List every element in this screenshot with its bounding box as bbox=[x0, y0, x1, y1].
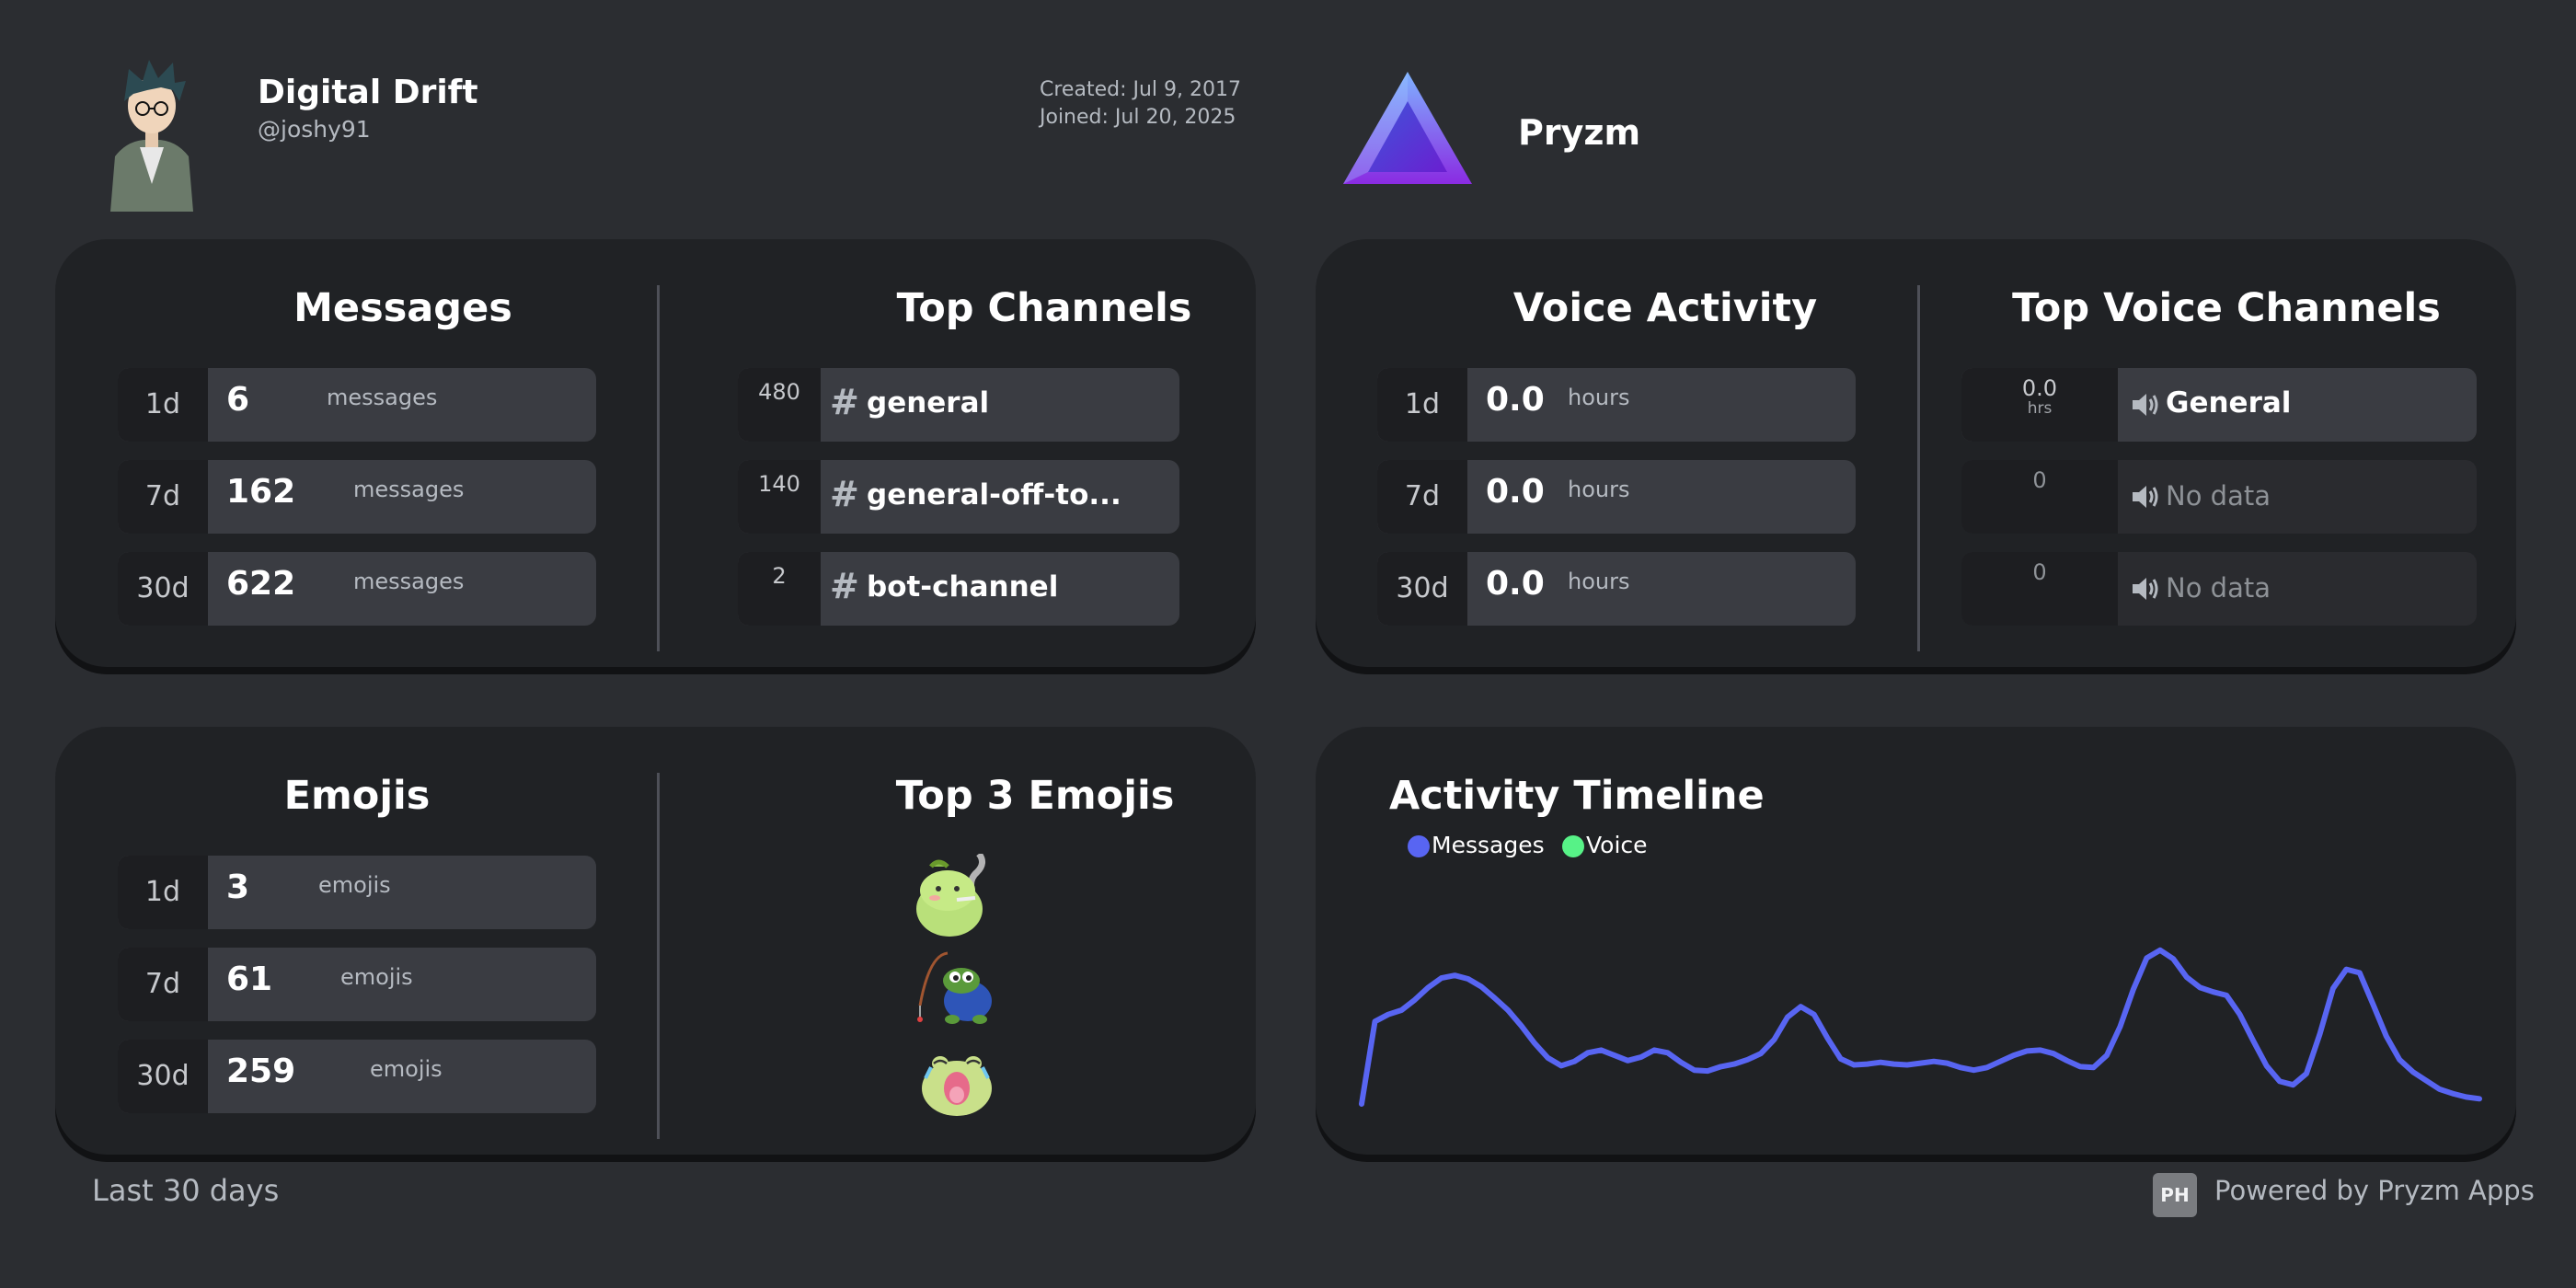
created-date: Created: Jul 9, 2017 bbox=[1040, 78, 1241, 101]
section-divider bbox=[1917, 285, 1920, 651]
hash-icon: # bbox=[830, 474, 859, 514]
emojis-row-30d: 30d 259 emojis bbox=[118, 1040, 596, 1113]
unit-label: emojis bbox=[318, 872, 391, 898]
emojis-row-1d: 1d 3 emojis bbox=[118, 856, 596, 929]
voice-channel-name: General bbox=[2166, 386, 2292, 420]
voice-hours: 0.0 bbox=[1486, 565, 1545, 603]
messages-card: Messages 1d 6 messages 7d 162 messages 3… bbox=[55, 239, 1256, 667]
activity-timeline-chart bbox=[1359, 947, 2482, 1107]
voice-title: Voice Activity bbox=[1512, 285, 1818, 331]
fishing-pepe-emoji-icon bbox=[917, 951, 992, 1024]
hours-unit: hrs bbox=[2027, 399, 2053, 418]
timeline-title: Activity Timeline bbox=[1389, 773, 1765, 819]
smoking-frog-emoji-icon bbox=[916, 854, 985, 937]
channel-name: general bbox=[867, 386, 990, 420]
channel-name: bot-channel bbox=[867, 570, 1059, 604]
voice-card: Voice Activity 1d 0.0 hours 7d 0.0 hours… bbox=[1316, 239, 2516, 667]
top-voice-channels-title: Top Voice Channels bbox=[2012, 285, 2441, 331]
unit-label: messages bbox=[353, 569, 465, 594]
section-divider bbox=[657, 773, 660, 1139]
message-count: 622 bbox=[226, 565, 296, 603]
unit-label: messages bbox=[327, 385, 438, 410]
channel-count: 480 bbox=[738, 368, 821, 442]
messages-legend-label: Messages bbox=[1432, 832, 1545, 858]
messages-row-7d: 7d 162 messages bbox=[118, 460, 596, 534]
unit-label: emojis bbox=[340, 964, 413, 990]
server-logo-icon bbox=[1339, 69, 1477, 189]
messages-row-1d: 1d 6 messages bbox=[118, 368, 596, 442]
period-label: 1d bbox=[1377, 368, 1467, 442]
voice-legend-label: Voice bbox=[1586, 832, 1648, 858]
voice-channel-hours: 0 bbox=[1961, 460, 2118, 534]
joined-date: Joined: Jul 20, 2025 bbox=[1040, 106, 1236, 129]
voice-row-30d: 30d 0.0 hours bbox=[1377, 552, 1856, 626]
unit-label: hours bbox=[1568, 569, 1630, 594]
message-count: 6 bbox=[226, 381, 250, 419]
period-label: 30d bbox=[1377, 552, 1467, 626]
period-label: 30d bbox=[118, 1040, 208, 1113]
messages-row-30d: 30d 622 messages bbox=[118, 552, 596, 626]
period-label: 1d bbox=[118, 856, 208, 929]
channel-row[interactable]: 480 # general bbox=[738, 368, 1179, 442]
hours-value: 0 bbox=[2032, 467, 2047, 493]
voice-channel-row[interactable]: 0 No data bbox=[1961, 460, 2477, 534]
voice-hours: 0.0 bbox=[1486, 381, 1545, 419]
top-channels-title: Top Channels bbox=[896, 285, 1192, 331]
voice-channel-hours: 0 bbox=[1961, 552, 2118, 626]
crying-frog-emoji-icon bbox=[922, 1056, 992, 1116]
speaker-icon bbox=[2133, 486, 2158, 508]
unit-label: emojis bbox=[370, 1056, 443, 1082]
period-label: 1d bbox=[118, 368, 208, 442]
message-count: 162 bbox=[226, 473, 296, 511]
voice-legend-dot bbox=[1562, 835, 1584, 857]
time-range-label: Last 30 days bbox=[92, 1173, 280, 1208]
emojis-card: Emojis 1d 3 emojis 7d 61 emojis 30d 259 … bbox=[55, 727, 1256, 1155]
section-divider bbox=[657, 285, 660, 651]
speaker-icon bbox=[2133, 394, 2158, 416]
hours-value: 0 bbox=[2032, 559, 2047, 585]
hash-icon: # bbox=[830, 566, 859, 606]
voice-hours: 0.0 bbox=[1486, 473, 1545, 511]
channel-row[interactable]: 140 # general-off-to... bbox=[738, 460, 1179, 534]
voice-channel-row[interactable]: 0 No data bbox=[1961, 552, 2477, 626]
emoji-count: 61 bbox=[226, 960, 273, 998]
emoji-count: 3 bbox=[226, 868, 250, 906]
ph-badge-icon: PH bbox=[2153, 1173, 2197, 1217]
display-name: Digital Drift bbox=[258, 74, 478, 111]
server-name: Pryzm bbox=[1518, 112, 1641, 153]
unit-label: hours bbox=[1568, 477, 1630, 502]
channel-count: 140 bbox=[738, 460, 821, 534]
emojis-title: Emojis bbox=[283, 773, 431, 819]
voice-channel-name: No data bbox=[2166, 572, 2271, 604]
top-emojis-title: Top 3 Emojis bbox=[895, 773, 1175, 819]
messages-series-line bbox=[1359, 947, 2482, 1107]
powered-by-label: Powered by Pryzm Apps bbox=[2214, 1175, 2535, 1206]
messages-legend-dot bbox=[1408, 835, 1430, 857]
voice-channel-name: No data bbox=[2166, 480, 2271, 512]
emojis-row-7d: 7d 61 emojis bbox=[118, 948, 596, 1021]
channel-row[interactable]: 2 # bot-channel bbox=[738, 552, 1179, 626]
avatar bbox=[92, 55, 212, 212]
username: @joshy91 bbox=[258, 116, 371, 143]
emoji-count: 259 bbox=[226, 1052, 296, 1090]
channel-count: 2 bbox=[738, 552, 821, 626]
voice-row-1d: 1d 0.0 hours bbox=[1377, 368, 1856, 442]
voice-channel-hours: 0.0 hrs bbox=[1961, 368, 2118, 442]
hash-icon: # bbox=[830, 382, 859, 422]
voice-channel-row[interactable]: 0.0 hrs General bbox=[1961, 368, 2477, 442]
hours-value: 0.0 bbox=[2021, 375, 2058, 401]
period-label: 30d bbox=[118, 552, 208, 626]
period-label: 7d bbox=[118, 948, 208, 1021]
messages-title: Messages bbox=[293, 285, 512, 331]
unit-label: messages bbox=[353, 477, 465, 502]
voice-row-7d: 7d 0.0 hours bbox=[1377, 460, 1856, 534]
period-label: 7d bbox=[118, 460, 208, 534]
unit-label: hours bbox=[1568, 385, 1630, 410]
speaker-icon bbox=[2133, 578, 2158, 600]
channel-name: general-off-to... bbox=[867, 478, 1121, 512]
timeline-card: Activity Timeline Messages Voice bbox=[1316, 727, 2516, 1155]
period-label: 7d bbox=[1377, 460, 1467, 534]
